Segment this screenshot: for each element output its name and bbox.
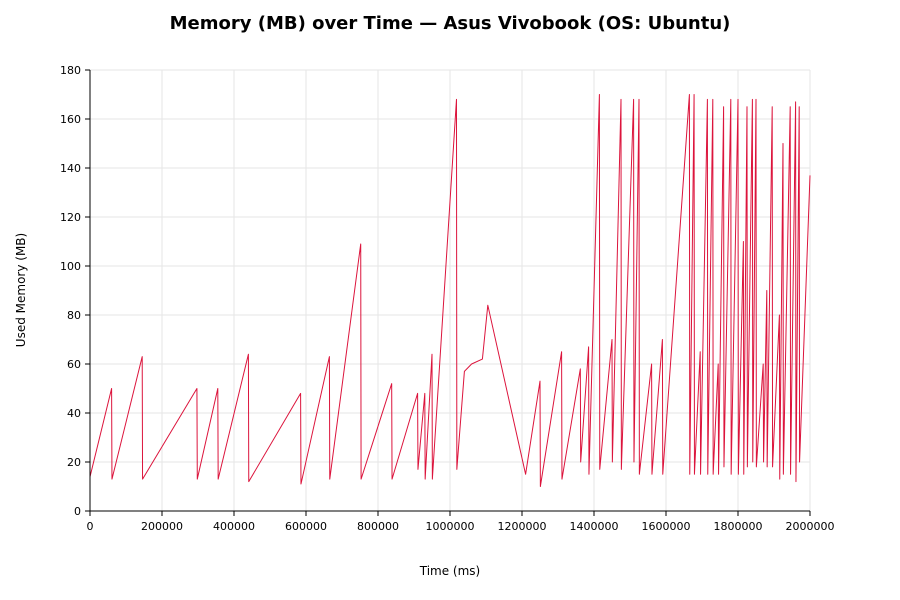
x-tick-label: 1800000 (714, 520, 763, 533)
grid-lines (89, 69, 811, 512)
y-tick-label: 20 (67, 456, 81, 469)
x-tick-label: 0 (87, 520, 94, 533)
x-tick-label: 1400000 (570, 520, 619, 533)
y-tick-label: 80 (67, 309, 81, 322)
y-tick-label: 40 (67, 407, 81, 420)
x-axis-label: Time (ms) (419, 564, 481, 578)
y-tick-label: 60 (67, 358, 81, 371)
memory-series-line (89, 94, 811, 487)
x-tick-label: 1600000 (642, 520, 691, 533)
y-tick-label: 100 (60, 260, 81, 273)
y-axis-ticks: 0 20 40 60 80 100 120 140 160 180 (60, 64, 90, 518)
y-tick-label: 140 (60, 162, 81, 175)
x-axis-ticks: 0 200000 400000 600000 800000 1000000 1200000 1… (87, 511, 835, 533)
chart-title: Memory (MB) over Time — Asus Vivobook (O… (170, 13, 731, 34)
y-axis-label: Used Memory (MB) (14, 233, 28, 347)
x-tick-label: 1200000 (498, 520, 547, 533)
x-tick-label: 2000000 (786, 520, 835, 533)
y-tick-label: 160 (60, 113, 81, 126)
x-tick-label: 400000 (213, 520, 255, 533)
x-tick-label: 200000 (141, 520, 183, 533)
x-tick-label: 800000 (357, 520, 399, 533)
x-tick-label: 600000 (285, 520, 327, 533)
y-tick-label: 180 (60, 64, 81, 77)
y-tick-label: 120 (60, 211, 81, 224)
y-tick-label: 0 (74, 505, 81, 518)
series-group (89, 94, 811, 487)
x-tick-label: 1000000 (426, 520, 475, 533)
